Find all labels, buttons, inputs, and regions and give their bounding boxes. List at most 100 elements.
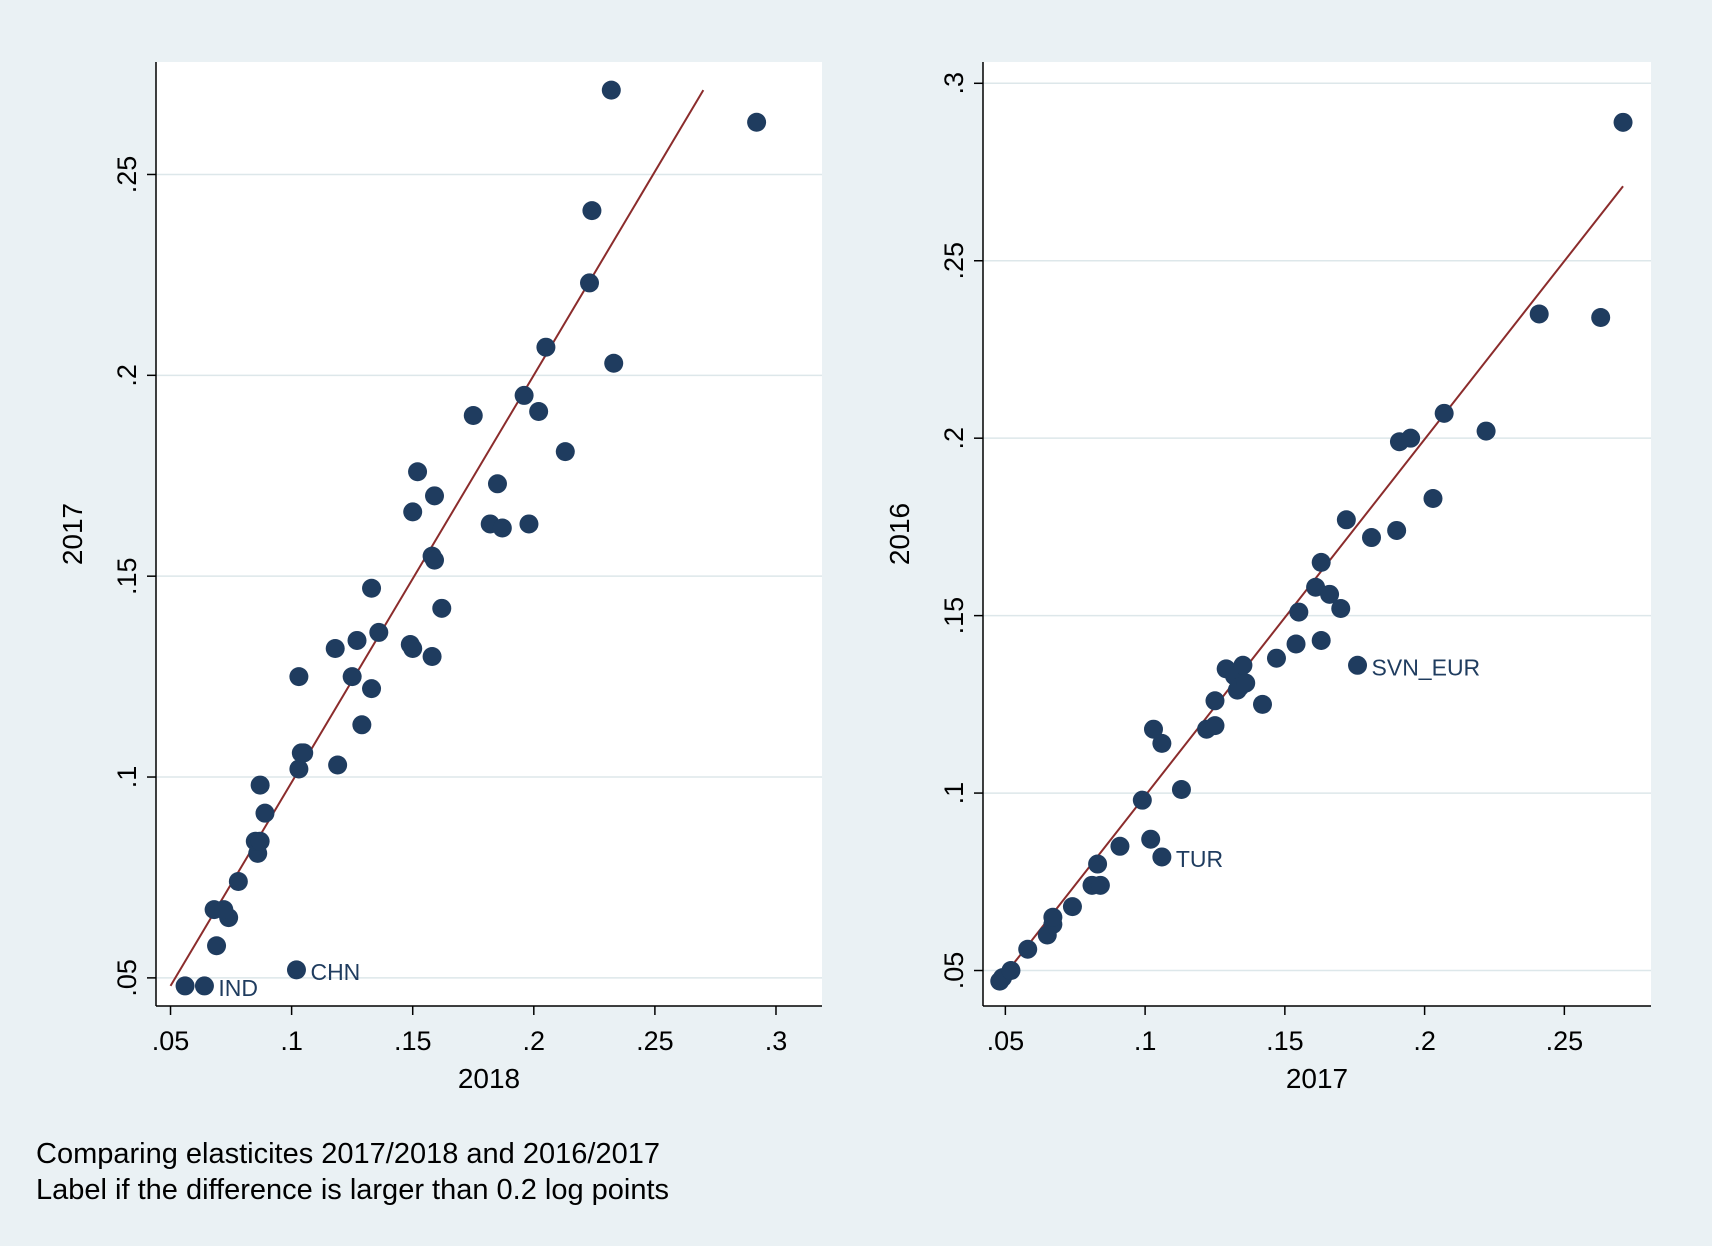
point-label: TUR [1176,846,1223,872]
y-tick-label: .3 [939,72,969,95]
data-point [194,976,214,996]
plot-area [156,62,822,1006]
data-point [1306,577,1326,597]
data-point [1401,428,1421,448]
data-point [514,385,534,405]
data-point [529,401,549,421]
data-point [362,679,382,699]
y-tick-label: .15 [939,597,969,635]
data-point [1311,630,1331,650]
point-label: SVN_EUR [1372,654,1481,680]
data-point [604,353,624,373]
data-point [1236,673,1256,693]
right-scatter-panel: .05 .1 .15 .2 .25 .05 .1 .15 .2 .25 .3 2017 2016 TUR S… [884,62,1651,1094]
data-point [425,486,445,506]
data-point [425,550,445,570]
data-point [519,514,539,534]
data-point [1252,694,1272,714]
note-line-2: Label if the difference is larger than 0… [36,1174,670,1206]
data-point [1286,634,1306,654]
data-point [1152,733,1172,753]
data-point [601,80,621,100]
x-tick-label: .05 [152,1026,190,1056]
data-point [422,647,442,667]
data-point [432,598,452,618]
figure-note: Comparing elasticites 2017/2018 and 2016… [36,1136,669,1208]
data-point [1320,584,1340,604]
data-point [536,337,556,357]
x-axis-title: 2018 [458,1063,520,1094]
data-point [1043,907,1063,927]
data-point [1266,648,1286,668]
data-point [1423,489,1443,509]
data-point [1529,304,1549,324]
data-point [403,502,423,522]
data-point [289,667,309,687]
left-scatter-panel: .05 .1 .15 .2 .25 .3 .05 .1 .15 .2 .25 2018 2017 IND C… [57,62,822,1094]
x-axis-title: 2017 [1286,1063,1348,1094]
data-point [1090,875,1110,895]
data-point [1362,528,1382,548]
x-tick-label: .05 [987,1026,1025,1056]
data-point [1152,847,1172,867]
data-point [463,405,483,425]
data-point [1591,308,1611,328]
data-point [1311,552,1331,572]
data-point [582,201,602,221]
y-axis-title: 2017 [57,503,88,565]
x-tick-label: .2 [523,1026,546,1056]
data-point [1001,961,1021,981]
plot-area [983,62,1651,1006]
data-point [1062,897,1082,917]
data-point [1088,854,1108,874]
data-point [228,871,248,891]
data-point [403,638,423,658]
data-point [207,936,227,956]
data-point [1387,520,1407,540]
data-point [492,518,512,538]
data-point [555,442,575,462]
data-point [328,755,348,775]
data-point [1289,602,1309,622]
data-point [1018,939,1038,959]
data-point [1476,421,1496,441]
x-tick-label: .1 [280,1026,303,1056]
data-point [1613,112,1633,132]
x-tick-label: .3 [765,1026,788,1056]
data-point [214,900,234,920]
x-tick-label: .15 [1266,1026,1304,1056]
x-tick-label: .25 [636,1026,674,1056]
data-point [1434,403,1454,423]
data-point [250,775,270,795]
data-point [1171,780,1191,800]
y-tick-label: .25 [939,242,969,280]
data-point [342,667,362,687]
y-tick-label: .05 [112,959,142,997]
x-tick-label: .1 [1134,1026,1157,1056]
data-point [747,112,767,132]
y-tick-label: .05 [939,952,969,990]
y-tick-label: .2 [939,427,969,450]
data-point [286,960,306,980]
data-point [294,743,314,763]
data-point [369,622,389,642]
data-point [1336,510,1356,530]
x-tick-label: .25 [1546,1026,1584,1056]
y-tick-label: .2 [112,364,142,387]
data-point [487,474,507,494]
data-point [1110,836,1130,856]
data-point [1348,655,1368,675]
data-point [1132,790,1152,810]
data-point [250,831,270,851]
data-point [347,630,367,650]
note-line-1: Comparing elasticites 2017/2018 and 2016… [36,1138,660,1170]
data-point [175,976,195,996]
x-tick-label: .15 [394,1026,432,1056]
data-point [352,715,372,735]
data-point [1141,829,1161,849]
y-tick-label: .1 [939,782,969,805]
y-tick-label: .1 [112,766,142,789]
x-tick-label: .2 [1413,1026,1436,1056]
data-point [580,273,600,293]
